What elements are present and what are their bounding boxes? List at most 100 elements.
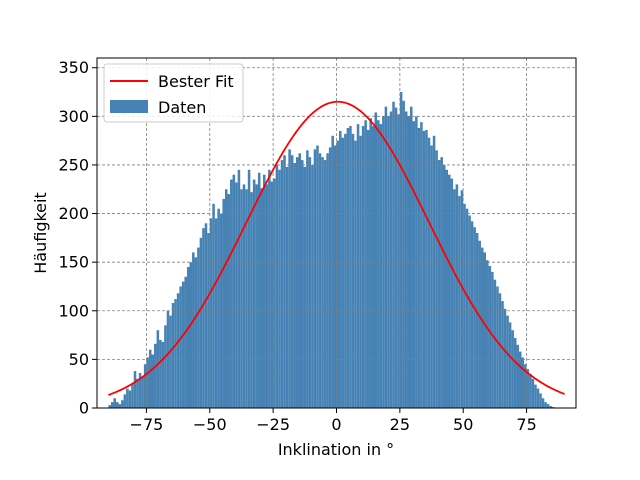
- histogram-bar: [204, 223, 208, 408]
- histogram-bar: [306, 150, 309, 409]
- x-axis-label: Inklination in °: [278, 440, 394, 459]
- histogram-bar: [463, 203, 466, 408]
- y-axis-ticks: 0 50 100 150 200 250 300 350: [58, 58, 97, 418]
- legend: Bester Fit Daten: [103, 63, 244, 123]
- histogram-bar: [518, 351, 522, 408]
- histogram-bar: [308, 157, 312, 408]
- histogram-bar: [179, 286, 182, 408]
- grid-lines: [97, 58, 576, 409]
- histogram-bar: [136, 378, 139, 408]
- histogram-bar: [331, 135, 334, 408]
- histogram-bar: [227, 194, 231, 408]
- histogram-bar: [209, 218, 213, 408]
- x-tick-label: −25: [256, 415, 290, 434]
- histogram-bar: [146, 357, 149, 408]
- histogram-bar: [214, 218, 218, 408]
- histogram-bar: [293, 163, 296, 408]
- histogram-bar: [141, 376, 144, 408]
- histogram-bar: [255, 184, 258, 408]
- histogram-bar: [159, 339, 162, 408]
- histogram-bar: [235, 182, 238, 408]
- histogram-bar: [278, 169, 281, 408]
- histogram-bar: [344, 133, 347, 408]
- histogram-bar: [415, 116, 418, 408]
- histogram-bar: [366, 129, 370, 408]
- histogram-bar: [318, 153, 322, 408]
- histogram-bar: [354, 140, 357, 408]
- histogram-bar: [288, 149, 291, 408]
- histogram-bar: [465, 208, 469, 408]
- fit-curve: [108, 100, 565, 396]
- histogram-bar: [508, 322, 512, 408]
- histogram-bar: [217, 208, 220, 408]
- histogram-bar: [161, 341, 165, 408]
- x-axis-ticks: −75 −50 −25 0 25 50 75: [130, 408, 537, 434]
- histogram-bar: [513, 338, 517, 408]
- histogram-bar: [425, 129, 428, 408]
- histogram-bar: [384, 106, 388, 409]
- histogram-bar: [280, 160, 284, 408]
- histogram-bar: [232, 174, 236, 408]
- y-tick-label: 100: [58, 301, 89, 320]
- histogram-bar: [483, 252, 487, 408]
- histogram-bar: [301, 160, 304, 408]
- histogram-bar: [273, 178, 276, 408]
- histogram-bar: [339, 130, 342, 409]
- histogram-bar: [448, 174, 451, 408]
- histogram-bar: [440, 157, 443, 408]
- histogram-bar: [323, 160, 327, 408]
- histogram-bar: [450, 178, 454, 408]
- histogram-bar: [333, 145, 337, 408]
- histogram-bar: [437, 160, 441, 408]
- histogram-bar: [435, 150, 438, 409]
- histogram-bar: [539, 393, 542, 408]
- histogram-bar: [453, 189, 456, 408]
- histogram-bar: [432, 135, 436, 408]
- histogram-bar: [516, 344, 519, 408]
- y-tick-label: 300: [58, 107, 89, 126]
- histogram-bar: [427, 137, 431, 408]
- histogram-bar: [371, 126, 375, 408]
- histogram-bar: [230, 179, 233, 408]
- histogram-bar: [410, 106, 413, 409]
- histogram-bar: [242, 184, 246, 408]
- histogram-bar: [197, 247, 200, 408]
- histogram-bar: [377, 120, 380, 408]
- histogram-bar: [493, 279, 497, 408]
- histogram-bar: [156, 330, 160, 408]
- histogram-bar: [496, 286, 499, 408]
- y-tick-label: 0: [79, 399, 89, 418]
- histogram-bar: [402, 100, 405, 408]
- histogram-bar: [475, 233, 479, 408]
- histogram-bar: [128, 390, 132, 408]
- histogram-bar: [143, 364, 147, 408]
- histogram-bar: [399, 92, 403, 408]
- histogram-bar: [133, 371, 137, 408]
- histogram-bar: [374, 112, 378, 408]
- histogram-bar: [240, 189, 243, 408]
- histogram-bar: [468, 215, 471, 408]
- histogram-bar: [316, 145, 319, 408]
- y-tick-label: 50: [69, 350, 89, 369]
- histogram-bar: [283, 155, 286, 408]
- histogram-bar: [131, 383, 134, 408]
- histogram-bar: [199, 237, 203, 408]
- histogram-bar: [349, 126, 352, 408]
- histogram-bar: [260, 188, 263, 408]
- legend-fit-label: Bester Fit: [158, 72, 234, 91]
- legend-data-swatch: [110, 100, 148, 113]
- histogram-bar: [359, 135, 362, 408]
- y-tick-label: 200: [58, 204, 89, 223]
- histogram-bar: [473, 227, 476, 408]
- histogram-bar: [250, 192, 253, 408]
- histogram-bar: [511, 330, 514, 408]
- histogram-bar: [257, 172, 261, 408]
- histogram-bar: [202, 228, 205, 408]
- histogram-bar: [290, 155, 294, 408]
- histogram-bar: [351, 133, 355, 408]
- histogram-bar: [212, 203, 215, 408]
- y-axis-label: Häufigkeit: [31, 192, 50, 273]
- histogram-bar: [263, 174, 266, 408]
